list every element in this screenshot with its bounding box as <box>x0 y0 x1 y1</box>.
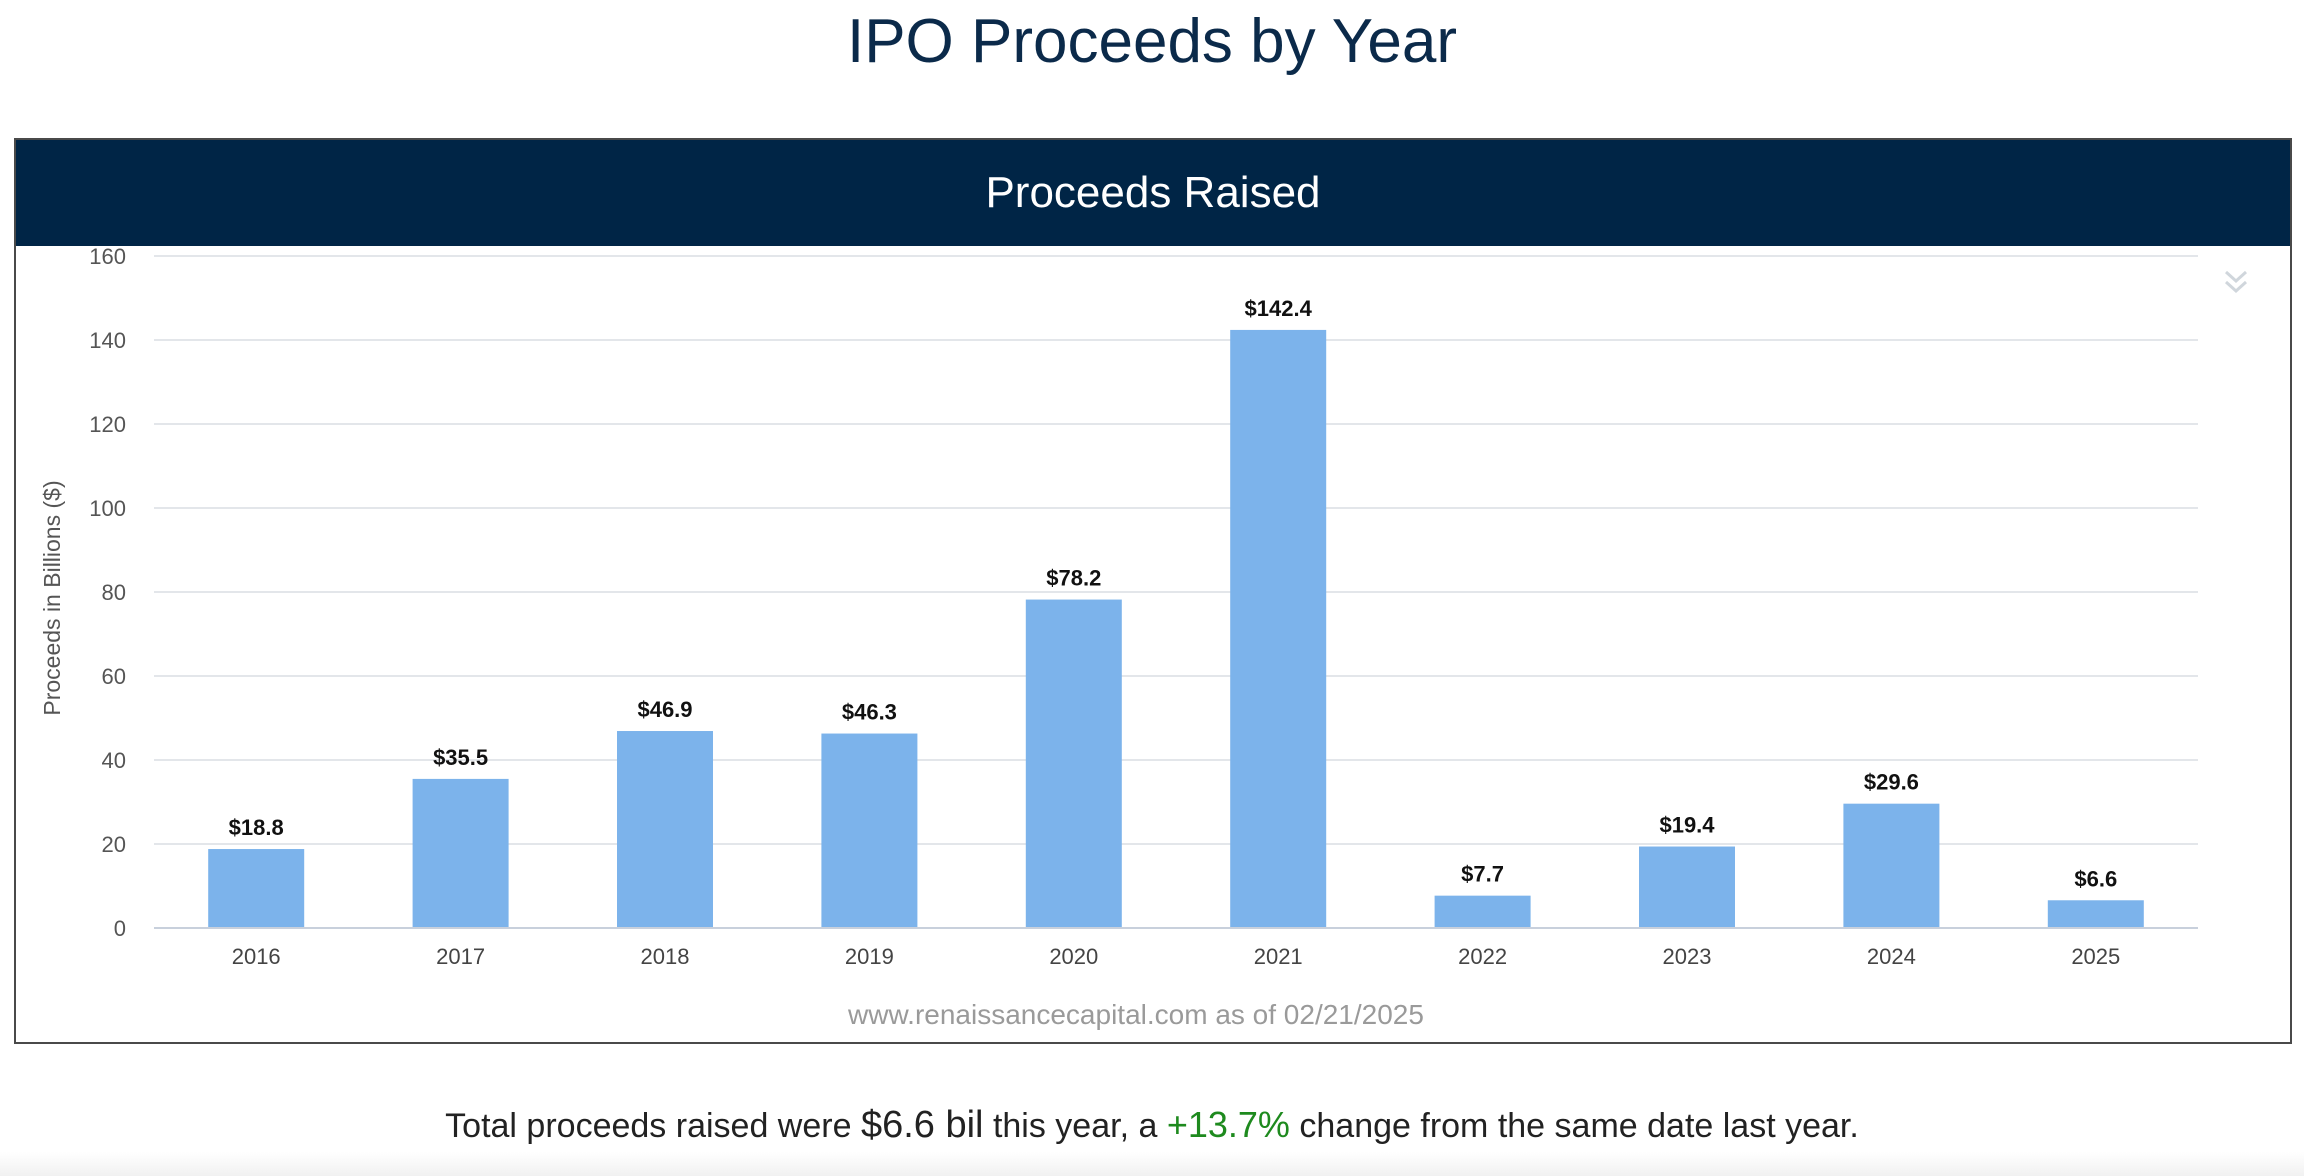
x-tick-label: 2019 <box>845 944 894 969</box>
bar <box>1025 599 1122 928</box>
chart-panel-header: Proceeds Raised <box>16 140 2290 246</box>
data-label: $18.8 <box>229 815 284 840</box>
summary-suffix: change from the same date last year. <box>1299 1107 1859 1145</box>
bar <box>1434 895 1531 928</box>
x-tick-label: 2020 <box>1049 944 1098 969</box>
bars <box>208 329 2144 928</box>
x-tick-label: 2023 <box>1663 944 1712 969</box>
x-axis-ticks: 2016 2017 2018 2019 2020 2021 2022 2023 2024 2025 <box>232 944 2121 969</box>
data-label: $6.6 <box>2074 866 2117 891</box>
bar <box>1230 329 1327 928</box>
bottom-shade <box>0 1152 2304 1176</box>
data-label: $46.3 <box>842 700 897 725</box>
x-tick-label: 2018 <box>641 944 690 969</box>
data-label: $19.4 <box>1659 813 1715 838</box>
page-title: IPO Proceeds by Year <box>846 7 1458 76</box>
double-chevron-down-icon[interactable] <box>2216 262 2256 302</box>
x-tick-label: 2016 <box>232 944 281 969</box>
bar <box>1843 803 1940 928</box>
data-labels: $18.8 $35.5 $46.9 $46.3 $78.2 $142.4 $7.7 $19.4… <box>229 296 2118 891</box>
data-label: $29.6 <box>1864 770 1919 795</box>
bar <box>2047 900 2144 928</box>
y-tick-label: 40 <box>102 748 126 773</box>
x-tick-label: 2017 <box>436 944 485 969</box>
y-tick-label: 80 <box>102 580 126 605</box>
bar-chart: 0 20 40 60 80 100 120 140 160 $18.8 $35.5 $46.9 $46… <box>39 246 2198 1030</box>
summary-text: Total proceeds raised were $6.6 bil this… <box>0 1104 2304 1147</box>
y-tick-label: 100 <box>89 496 126 521</box>
data-label: $78.2 <box>1046 566 1101 591</box>
x-tick-label: 2021 <box>1254 944 1303 969</box>
bar <box>412 778 509 928</box>
chart-panel: Proceeds Raised 0 20 40 60 80 100 120 140 160 $1… <box>14 138 2292 1044</box>
summary-middle: this year, a <box>992 1107 1158 1145</box>
y-tick-label: 60 <box>102 664 126 689</box>
y-tick-label: 0 <box>114 916 126 941</box>
y-tick-label: 20 <box>102 832 126 857</box>
y-tick-label: 160 <box>89 246 126 269</box>
bar <box>821 733 918 928</box>
y-tick-label: 120 <box>89 412 126 437</box>
data-label: $7.7 <box>1461 862 1504 887</box>
summary-amount: $6.6 bil <box>860 1104 984 1146</box>
y-axis-ticks: 0 20 40 60 80 100 120 140 160 <box>89 246 126 941</box>
y-tick-label: 140 <box>89 328 126 353</box>
summary-prefix: Total proceeds raised were <box>445 1107 852 1145</box>
data-label: $142.4 <box>1245 296 1313 321</box>
bar <box>208 849 305 928</box>
y-axis-title: Proceeds in Billions ($) <box>39 480 65 715</box>
x-tick-label: 2024 <box>1867 944 1916 969</box>
bar <box>1639 846 1735 928</box>
chart-credit: www.renaissancecapital.com as of 02/21/2… <box>847 999 1424 1030</box>
x-tick-label: 2022 <box>1458 944 1507 969</box>
bar <box>617 731 713 928</box>
data-label: $35.5 <box>433 745 488 770</box>
summary-change: +13.7% <box>1166 1104 1290 1145</box>
data-label: $46.9 <box>637 697 692 722</box>
x-tick-label: 2025 <box>2071 944 2120 969</box>
